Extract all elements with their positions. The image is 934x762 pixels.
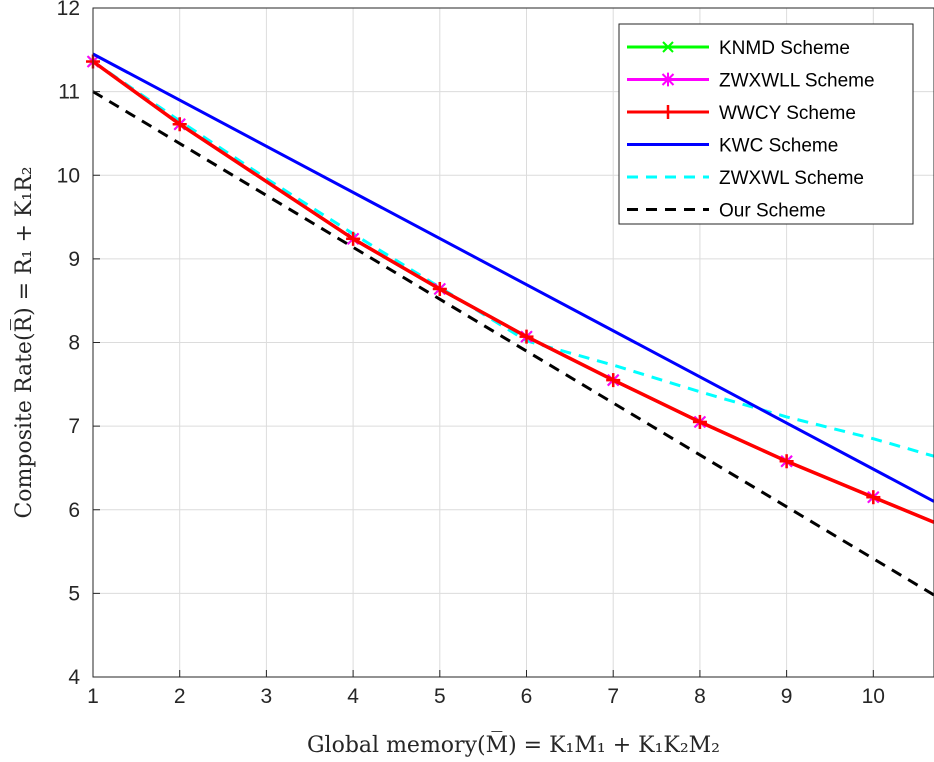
y-tick-label: 4 <box>68 666 80 689</box>
y-axis-label: Composite Rate(R̅) = R₁ + K₁R₂ <box>10 166 37 518</box>
series-layer <box>86 52 934 597</box>
series-line <box>91 60 934 524</box>
legend-label: WWCY Scheme <box>719 103 856 124</box>
legend-marker <box>662 41 674 53</box>
y-tick-label: 12 <box>57 0 80 20</box>
x-axis-label: Global memory(M̅) = K₁M₁ + K₁K₂M₂ <box>307 731 720 758</box>
legend-label: KNMD Scheme <box>719 38 850 59</box>
legend-marker <box>661 105 675 119</box>
legend-entry: WWCY Scheme <box>627 103 856 124</box>
data-point-marker <box>346 231 361 246</box>
x-tick-label: 3 <box>261 685 273 708</box>
data-point-marker <box>779 454 794 469</box>
x-tick-label: 2 <box>174 685 186 708</box>
legend-label: ZWXWL Scheme <box>719 168 864 189</box>
y-tick-label: 9 <box>68 248 80 271</box>
data-point-marker <box>432 281 447 296</box>
data-point-marker <box>866 490 881 505</box>
data-point-marker <box>172 117 187 132</box>
legend-marker <box>661 72 675 87</box>
x-tick-label: 6 <box>521 685 533 708</box>
y-tick-label: 5 <box>68 582 80 605</box>
series-line <box>92 52 934 503</box>
y-tick-label: 6 <box>68 499 80 522</box>
x-tick-label: 10 <box>862 685 885 708</box>
series-kwc-scheme <box>92 52 934 503</box>
legend: KNMD Scheme ZWXWLL Scheme WWCY Scheme KWC S… <box>618 23 914 225</box>
data-point-marker <box>606 373 621 388</box>
x-tick-label: 7 <box>607 685 619 708</box>
x-tick-label: 8 <box>694 685 706 708</box>
legend-label: ZWXWLL Scheme <box>719 71 875 92</box>
legend-box <box>618 23 914 225</box>
data-point-marker <box>692 414 707 429</box>
legend-entry: KNMD Scheme <box>627 38 850 59</box>
y-tick-label: 8 <box>68 332 80 355</box>
y-tick-label: 11 <box>58 81 80 104</box>
legend-entry: KWC Scheme <box>627 136 838 157</box>
x-tick-label: 4 <box>347 685 359 708</box>
y-tick-label: 10 <box>57 164 80 187</box>
data-point-marker <box>519 329 534 344</box>
legend-entry: ZWXWLL Scheme <box>627 71 875 92</box>
legend-label: KWC Scheme <box>719 136 838 157</box>
y-tick-label: 7 <box>68 415 80 438</box>
legend-entry: ZWXWL Scheme <box>627 168 864 189</box>
marker-stroke <box>662 41 674 53</box>
legend-entry: Our Scheme <box>627 201 826 222</box>
x-tick-label: 9 <box>781 685 793 708</box>
series-wwcy-scheme <box>86 54 934 524</box>
x-tick-label: 1 <box>87 685 99 708</box>
x-tick-label: 5 <box>434 685 446 708</box>
legend-label: Our Scheme <box>719 201 826 222</box>
